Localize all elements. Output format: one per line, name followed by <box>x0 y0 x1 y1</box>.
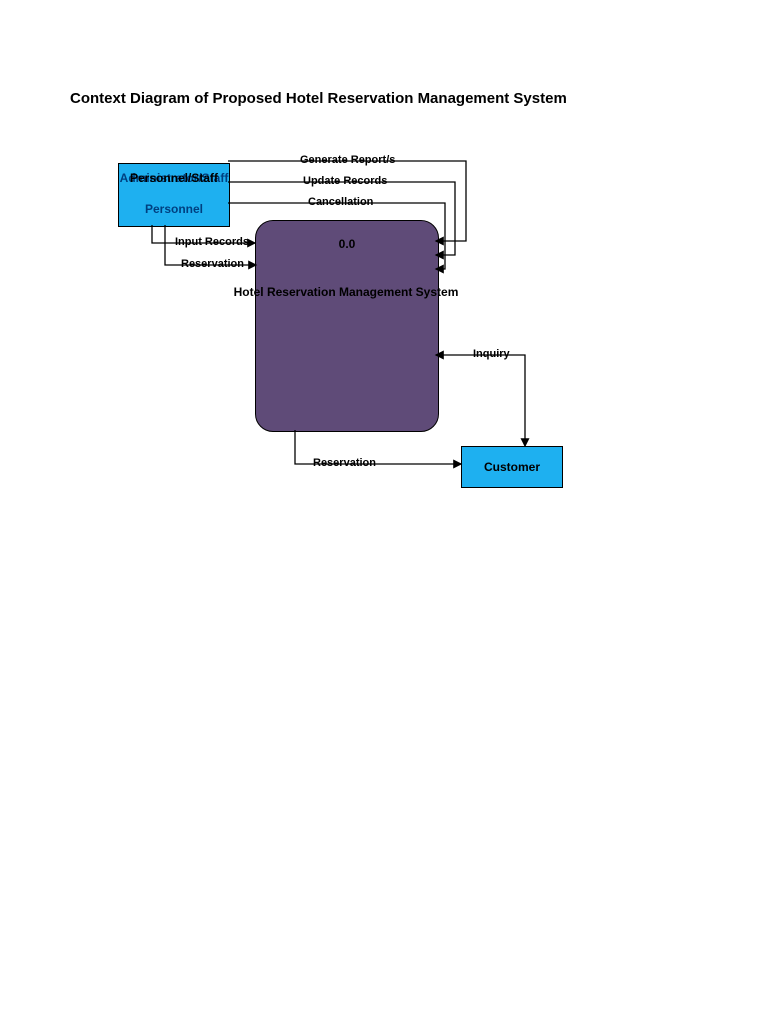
entity-customer: Customer <box>461 446 563 488</box>
page-title: Context Diagram of Proposed Hotel Reserv… <box>70 90 567 107</box>
flow-inquiry <box>436 355 525 446</box>
process-system: 0.0 Hotel Reservation Management System <box>255 220 439 432</box>
flow-label-reservation-out: Reservation <box>313 457 376 469</box>
process-id: 0.0 <box>256 237 438 251</box>
entity-personnel-line2: Personnel/Staff <box>130 172 218 184</box>
flow-label-inquiry: Inquiry <box>473 348 510 360</box>
flow-label-cancellation: Cancellation <box>308 196 373 208</box>
entity-customer-label: Customer <box>484 460 540 474</box>
process-label: Hotel Reservation Management System <box>216 285 476 299</box>
flow-label-reservation-in: Reservation <box>181 258 244 270</box>
flow-label-update-records: Update Records <box>303 175 387 187</box>
entity-personnel: Administrator/Staff Personnel/Staff Pers… <box>118 163 230 227</box>
flow-label-input-records: Input Records <box>175 236 249 248</box>
entity-personnel-line3: Personnel <box>145 202 203 216</box>
flow-label-generate-reports: Generate Report/s <box>300 154 395 166</box>
